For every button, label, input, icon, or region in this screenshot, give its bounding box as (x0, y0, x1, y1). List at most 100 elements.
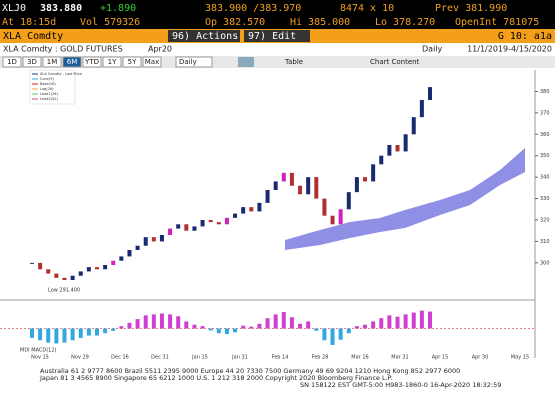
period-button[interactable] (142, 56, 162, 68)
macd-bar (135, 319, 140, 329)
macd-bar (330, 328, 335, 345)
candle (371, 164, 376, 182)
candle (168, 228, 173, 235)
candle (103, 265, 108, 270)
period-label[interactable]: 1M (47, 58, 58, 66)
open: Op 382.570 (205, 17, 265, 28)
y-tick-label: 330 (540, 196, 550, 202)
macd-bar (346, 328, 351, 334)
candle (387, 145, 392, 156)
footer-2: Japan 81 3 4565 8900 Singapore 65 6212 1… (39, 374, 393, 382)
y-tick-label: 370 (540, 110, 550, 116)
low-label: Low 291.400 (48, 288, 80, 294)
macd-bar (428, 311, 432, 329)
x-tick-label: Apr 15 (432, 355, 449, 361)
macd-bar (119, 326, 124, 329)
period-label[interactable]: 1D (7, 58, 17, 66)
macd-bar (192, 324, 197, 329)
frequency-select[interactable] (175, 56, 213, 68)
macd-bar (314, 328, 319, 331)
candle (419, 100, 424, 118)
period-label[interactable]: 1Y (108, 58, 117, 66)
candle (127, 250, 132, 257)
period-button[interactable] (22, 56, 42, 68)
period-button[interactable] (62, 56, 82, 68)
candle (135, 245, 140, 250)
macd-bar (298, 323, 303, 329)
macd-bar (127, 322, 132, 329)
toolbar-frequency[interactable]: Daily (179, 58, 197, 66)
period-button[interactable] (102, 56, 122, 68)
macd-bar (371, 321, 376, 329)
date-range: 11/1/2019-4/15/2020 (467, 45, 552, 54)
period-label[interactable]: Max (145, 58, 159, 66)
candle (298, 185, 303, 195)
table-button[interactable]: Table (284, 58, 303, 66)
macd-bar (151, 314, 156, 329)
legend-entry: Lead2(52) (40, 97, 58, 101)
edit-button[interactable] (244, 30, 310, 42)
quote-bar (0, 0, 555, 29)
x-tick-label: Nov 29 (71, 355, 89, 361)
period-button[interactable] (122, 56, 142, 68)
y-tick-label: 380 (540, 89, 550, 95)
candle (159, 235, 164, 242)
ichimoku-cloud (285, 148, 525, 250)
page-id: G 10: a1a (498, 31, 552, 42)
actions[interactable]: 96) Actions (172, 31, 238, 42)
macd-bar (322, 328, 327, 341)
x-tick-label: Mar 16 (351, 355, 368, 361)
macd-bar (103, 328, 108, 334)
macd-bar (78, 328, 83, 338)
period-button[interactable] (42, 56, 62, 68)
macd-bar (176, 316, 181, 329)
candle (208, 220, 213, 223)
candle (224, 217, 229, 225)
x-tick-label: Mar 31 (391, 355, 408, 361)
macd-bar (379, 318, 384, 329)
candle (354, 177, 359, 193)
period-button[interactable] (82, 56, 102, 68)
y-tick-label: 360 (540, 132, 550, 138)
candle (184, 224, 189, 231)
frequency: Daily (422, 45, 443, 54)
y-tick-label: 340 (540, 175, 550, 181)
candle (30, 262, 34, 264)
macd-bar (216, 328, 221, 334)
candle (395, 145, 400, 152)
period-label[interactable]: 5Y (128, 58, 137, 66)
candle (233, 213, 238, 218)
x-tick-label: Nov 15 (31, 355, 49, 361)
time: At 18:15d (2, 17, 56, 28)
x-tick-label: Apr 30 (472, 355, 489, 361)
macd-bar (143, 315, 148, 329)
candle (111, 260, 116, 265)
macd-bar (200, 326, 205, 329)
candle (265, 190, 270, 203)
candle (200, 220, 205, 227)
macd-bar (168, 314, 173, 329)
actions-button[interactable] (168, 30, 240, 42)
prev: Prev 381.990 (435, 3, 507, 14)
x-tick-label: May 15 (511, 355, 529, 361)
macd-bar (208, 328, 213, 331)
period-label[interactable]: 3D (27, 58, 37, 66)
macd-bar (94, 328, 99, 336)
period-label[interactable]: 6M (67, 58, 78, 66)
vol: Vol 579326 (80, 17, 140, 28)
candle (314, 177, 319, 199)
period-button[interactable] (2, 56, 22, 68)
macd-label: MDI MACD(12) (20, 348, 57, 354)
candle (46, 269, 51, 274)
candle (346, 192, 351, 210)
macd-bar (233, 328, 238, 333)
period-label[interactable]: YTD (84, 58, 99, 66)
bid-ask: 383.900 /383.970 (205, 3, 301, 14)
candle (86, 267, 91, 272)
edit[interactable]: 97) Edit (248, 31, 296, 42)
chart-content[interactable]: Chart Content (370, 58, 420, 66)
footer-1: Australia 61 2 9777 8600 Brazil 5511 239… (40, 367, 460, 375)
ticker: XLJ0 (2, 3, 26, 14)
chart-icon[interactable] (238, 57, 254, 67)
